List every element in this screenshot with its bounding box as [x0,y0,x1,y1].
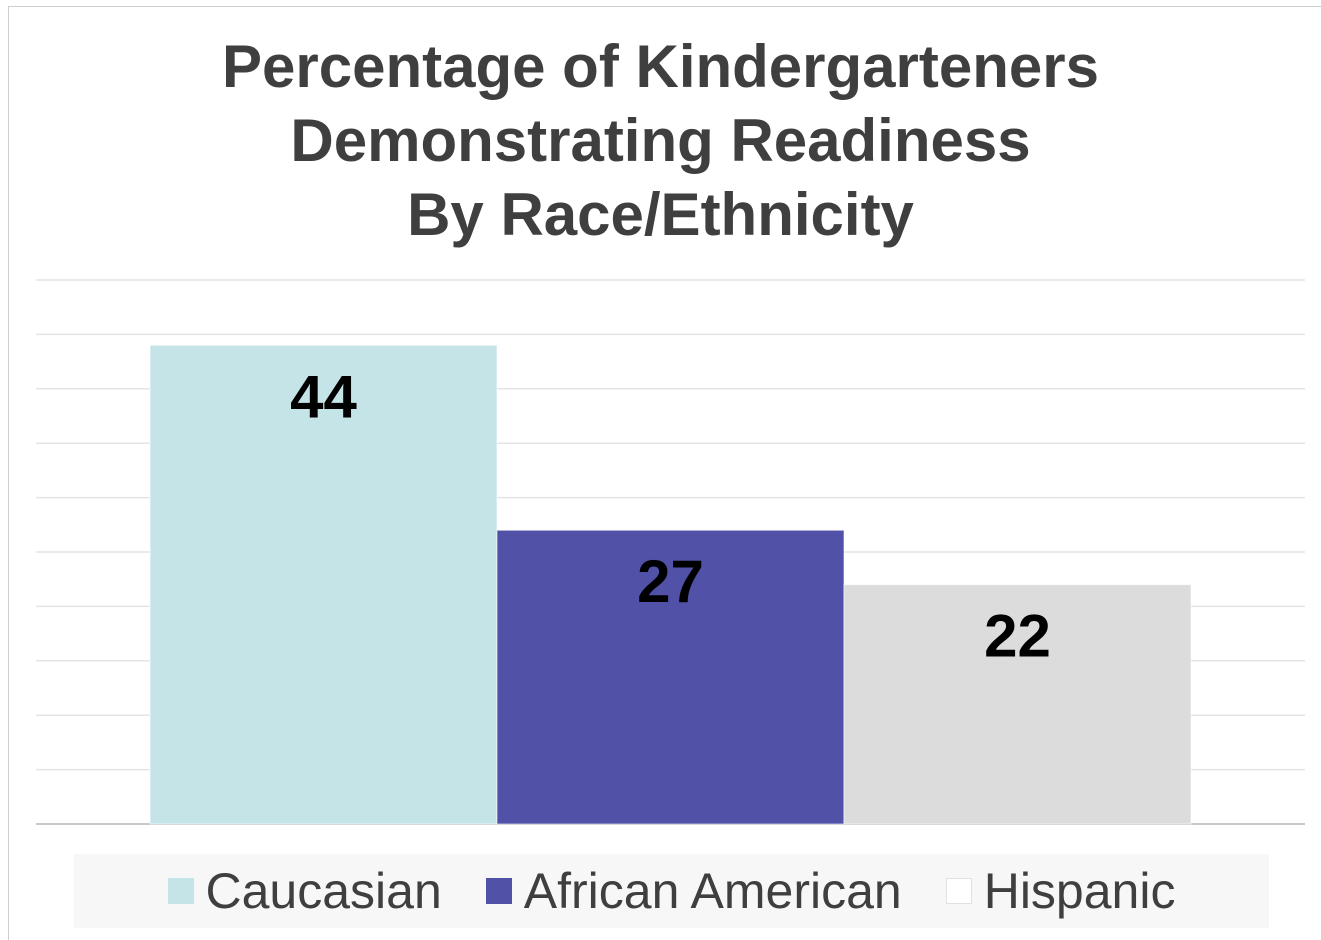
data-label-african-american: 27 [637,548,704,615]
legend-swatch-caucasian [167,878,194,904]
legend-swatch-hispanic [945,878,972,904]
chart-title-line-3: By Race/Ethnicity [407,181,914,248]
bar-hispanic [843,584,1192,825]
legend-label-african-american: African American [523,863,902,919]
chart-title-line-2: Demonstrating Readiness [290,107,1031,174]
chart-title: Percentage of Kindergarteners Demonstrat… [0,30,1321,252]
legend-item-hispanic: Hispanic [945,862,1176,920]
chart-legend: Caucasian African American Hispanic [74,854,1269,928]
data-label-hispanic: 22 [984,603,1051,670]
legend-label-caucasian: Caucasian [205,863,442,919]
data-label-caucasian: 44 [290,363,357,430]
bar-caucasian [149,344,498,825]
legend-swatch-african-american [485,878,512,904]
chart-title-line-1: Percentage of Kindergarteners [222,33,1099,100]
legend-label-hispanic: Hispanic [983,863,1176,919]
bar-african-american [496,529,845,825]
chart-frame [8,6,1321,940]
legend-item-african-american: African American [485,862,902,920]
legend-item-caucasian: Caucasian [167,862,442,920]
